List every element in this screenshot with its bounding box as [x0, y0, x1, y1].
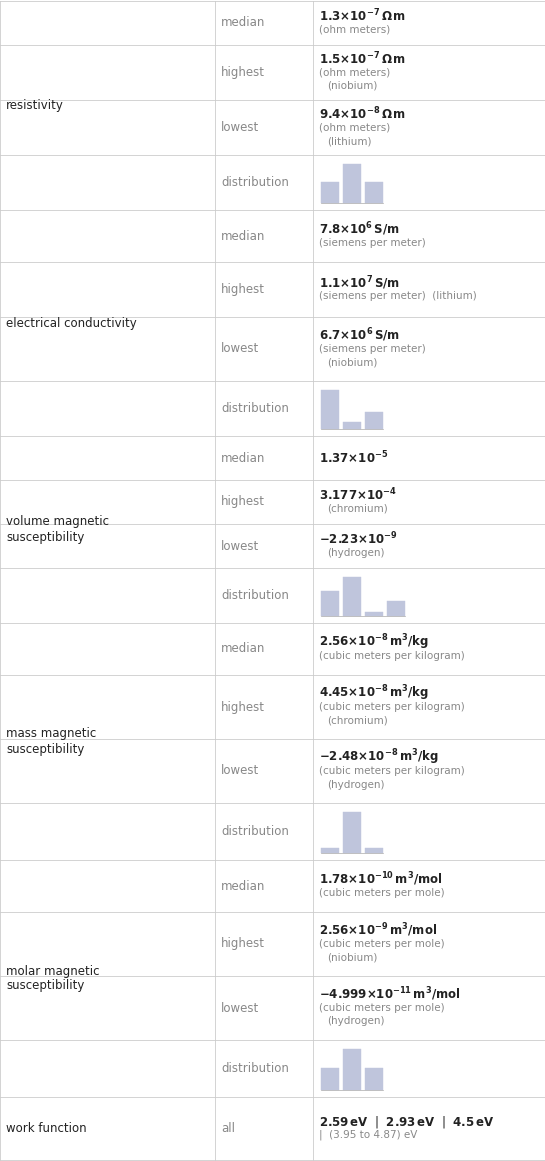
Text: lowest: lowest — [221, 540, 259, 553]
Text: $\mathbf{1.1{\times}10^{7}\,S/m}$: $\mathbf{1.1{\times}10^{7}\,S/m}$ — [319, 274, 400, 291]
Text: $\mathbf{-4.999{\times}10^{-11}\,m^3/mol}$: $\mathbf{-4.999{\times}10^{-11}\,m^3/mol… — [319, 986, 461, 1003]
Text: (hydrogen): (hydrogen) — [327, 548, 385, 557]
Text: highest: highest — [221, 66, 265, 79]
Text: distribution: distribution — [221, 589, 289, 603]
Text: $\mathbf{9.4{\times}10^{-8}\,\Omega\,m}$: $\mathbf{9.4{\times}10^{-8}\,\Omega\,m}$ — [319, 106, 406, 122]
Bar — [321, 390, 339, 430]
Bar — [343, 164, 361, 203]
Text: |  (3.95 to 4.87) eV: | (3.95 to 4.87) eV — [319, 1130, 417, 1140]
Text: lowest: lowest — [221, 342, 259, 355]
Bar — [365, 849, 383, 853]
Text: distribution: distribution — [221, 1062, 289, 1075]
Text: (cubic meters per kilogram): (cubic meters per kilogram) — [319, 766, 465, 776]
Text: molar magnetic
susceptibility: molar magnetic susceptibility — [6, 965, 100, 993]
Bar — [343, 1050, 361, 1090]
Text: $\mathbf{1.78{\times}10^{-10}\,m^3/mol}$: $\mathbf{1.78{\times}10^{-10}\,m^3/mol}$ — [319, 871, 443, 888]
Text: electrical conductivity: electrical conductivity — [6, 317, 137, 330]
Bar — [365, 1068, 383, 1090]
Text: $\mathbf{2.56{\times}10^{-9}\,m^3/mol}$: $\mathbf{2.56{\times}10^{-9}\,m^3/mol}$ — [319, 922, 437, 939]
Text: (siemens per meter)  (lithium): (siemens per meter) (lithium) — [319, 291, 477, 301]
Text: distribution: distribution — [221, 176, 289, 189]
Text: (siemens per meter): (siemens per meter) — [319, 344, 426, 354]
Text: median: median — [221, 16, 265, 29]
Text: median: median — [221, 642, 265, 656]
Text: lowest: lowest — [221, 1002, 259, 1015]
Bar — [321, 181, 339, 203]
Text: $\mathbf{7.8{\times}10^{6}\,S/m}$: $\mathbf{7.8{\times}10^{6}\,S/m}$ — [319, 221, 400, 238]
Text: (siemens per meter): (siemens per meter) — [319, 238, 426, 247]
Text: highest: highest — [221, 283, 265, 296]
Bar — [321, 849, 339, 853]
Bar — [321, 1068, 339, 1090]
Text: (cubic meters per kilogram): (cubic meters per kilogram) — [319, 651, 465, 661]
Text: lowest: lowest — [221, 764, 259, 778]
Text: median: median — [221, 452, 265, 464]
Text: lowest: lowest — [221, 121, 259, 134]
Bar — [343, 577, 361, 616]
Text: $\mathbf{-2.23{\times}10^{-9}}$: $\mathbf{-2.23{\times}10^{-9}}$ — [319, 531, 398, 548]
Bar — [365, 612, 383, 616]
Text: $\mathbf{1.37{\times}10^{-5}}$: $\mathbf{1.37{\times}10^{-5}}$ — [319, 449, 389, 467]
Text: highest: highest — [221, 700, 265, 714]
Text: work function: work function — [6, 1122, 87, 1135]
Bar — [321, 591, 339, 616]
Text: (cubic meters per kilogram): (cubic meters per kilogram) — [319, 702, 465, 712]
Text: (ohm meters): (ohm meters) — [319, 123, 390, 132]
Bar — [365, 181, 383, 203]
Text: (niobium): (niobium) — [327, 358, 377, 368]
Bar — [387, 601, 405, 616]
Text: (chromium): (chromium) — [327, 504, 387, 514]
Text: resistivity: resistivity — [6, 99, 64, 111]
Text: distribution: distribution — [221, 825, 289, 838]
Text: (hydrogen): (hydrogen) — [327, 779, 385, 789]
Text: (chromium): (chromium) — [327, 715, 387, 726]
Text: (ohm meters): (ohm meters) — [319, 67, 390, 78]
Text: median: median — [221, 230, 265, 243]
Text: (lithium): (lithium) — [327, 136, 372, 146]
Text: mass magnetic
susceptibility: mass magnetic susceptibility — [6, 728, 96, 756]
Text: median: median — [221, 880, 265, 893]
Text: $\mathbf{2.59\,eV}$  |  $\mathbf{2.93\,eV}$  |  $\mathbf{4.5\,eV}$: $\mathbf{2.59\,eV}$ | $\mathbf{2.93\,eV}… — [319, 1113, 494, 1130]
Text: $\mathbf{3.177{\times}10^{-4}}$: $\mathbf{3.177{\times}10^{-4}}$ — [319, 486, 397, 504]
Text: (cubic meters per mole): (cubic meters per mole) — [319, 888, 445, 897]
Text: $\mathbf{2.56{\times}10^{-8}\,m^3/kg}$: $\mathbf{2.56{\times}10^{-8}\,m^3/kg}$ — [319, 633, 429, 652]
Text: $\mathbf{1.3{\times}10^{-7}\,\Omega\,m}$: $\mathbf{1.3{\times}10^{-7}\,\Omega\,m}$ — [319, 8, 406, 24]
Text: volume magnetic
susceptibility: volume magnetic susceptibility — [6, 515, 109, 543]
Text: highest: highest — [221, 937, 265, 951]
Bar — [343, 423, 361, 430]
Text: (hydrogen): (hydrogen) — [327, 1017, 385, 1026]
Text: distribution: distribution — [221, 402, 289, 414]
Text: $\mathbf{4.45{\times}10^{-8}\,m^3/kg}$: $\mathbf{4.45{\times}10^{-8}\,m^3/kg}$ — [319, 684, 429, 704]
Text: highest: highest — [221, 496, 265, 509]
Text: $\mathbf{1.5{\times}10^{-7}\,\Omega\,m}$: $\mathbf{1.5{\times}10^{-7}\,\Omega\,m}$ — [319, 51, 406, 67]
Text: $\mathbf{-2.48{\times}10^{-8}\,m^3/kg}$: $\mathbf{-2.48{\times}10^{-8}\,m^3/kg}$ — [319, 748, 439, 767]
Bar — [343, 813, 361, 853]
Text: all: all — [221, 1122, 235, 1135]
Text: (ohm meters): (ohm meters) — [319, 24, 390, 35]
Text: (niobium): (niobium) — [327, 81, 377, 91]
Text: (cubic meters per mole): (cubic meters per mole) — [319, 1003, 445, 1014]
Bar — [365, 412, 383, 430]
Text: $\mathbf{6.7{\times}10^{6}\,S/m}$: $\mathbf{6.7{\times}10^{6}\,S/m}$ — [319, 326, 400, 345]
Text: (cubic meters per mole): (cubic meters per mole) — [319, 939, 445, 949]
Text: (niobium): (niobium) — [327, 952, 377, 962]
